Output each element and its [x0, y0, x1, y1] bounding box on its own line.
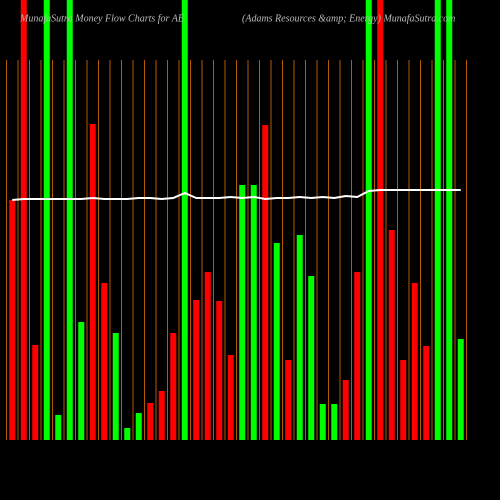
bar	[250, 185, 257, 440]
bar	[43, 0, 50, 440]
bar	[342, 380, 349, 440]
bar	[204, 272, 211, 440]
chart-title: MunafaSutra Money Flow Charts for AE	[19, 13, 184, 24]
chart-subtitle: (Adams Resources &amp; Energy) MunafaSut…	[242, 13, 455, 24]
bar	[354, 272, 361, 440]
bar	[273, 243, 280, 440]
bar	[400, 360, 407, 440]
bar	[262, 125, 269, 440]
bar	[78, 322, 85, 440]
bar	[457, 339, 464, 440]
bar	[158, 391, 165, 440]
bar	[227, 355, 234, 440]
bar	[446, 0, 453, 440]
bar	[170, 333, 177, 440]
bar	[388, 230, 395, 440]
bar	[101, 283, 108, 440]
bar	[193, 300, 200, 440]
bar	[285, 360, 292, 440]
bar	[411, 283, 418, 440]
bar	[181, 0, 188, 440]
bar	[434, 0, 441, 440]
bar	[216, 301, 223, 440]
bar	[308, 276, 315, 440]
bar	[9, 200, 16, 440]
bar	[365, 0, 372, 440]
bar	[112, 333, 119, 440]
bar	[55, 415, 62, 440]
bar	[319, 404, 326, 440]
bar	[135, 413, 142, 440]
bar	[66, 0, 73, 440]
bar	[124, 428, 131, 440]
bar	[20, 0, 27, 440]
bar	[331, 404, 338, 440]
bar	[296, 235, 303, 440]
bar	[377, 0, 384, 440]
line	[12, 189, 461, 201]
bar	[147, 403, 154, 440]
bar	[89, 124, 96, 440]
bar	[239, 185, 246, 440]
bar	[32, 345, 39, 440]
bar	[423, 346, 430, 440]
